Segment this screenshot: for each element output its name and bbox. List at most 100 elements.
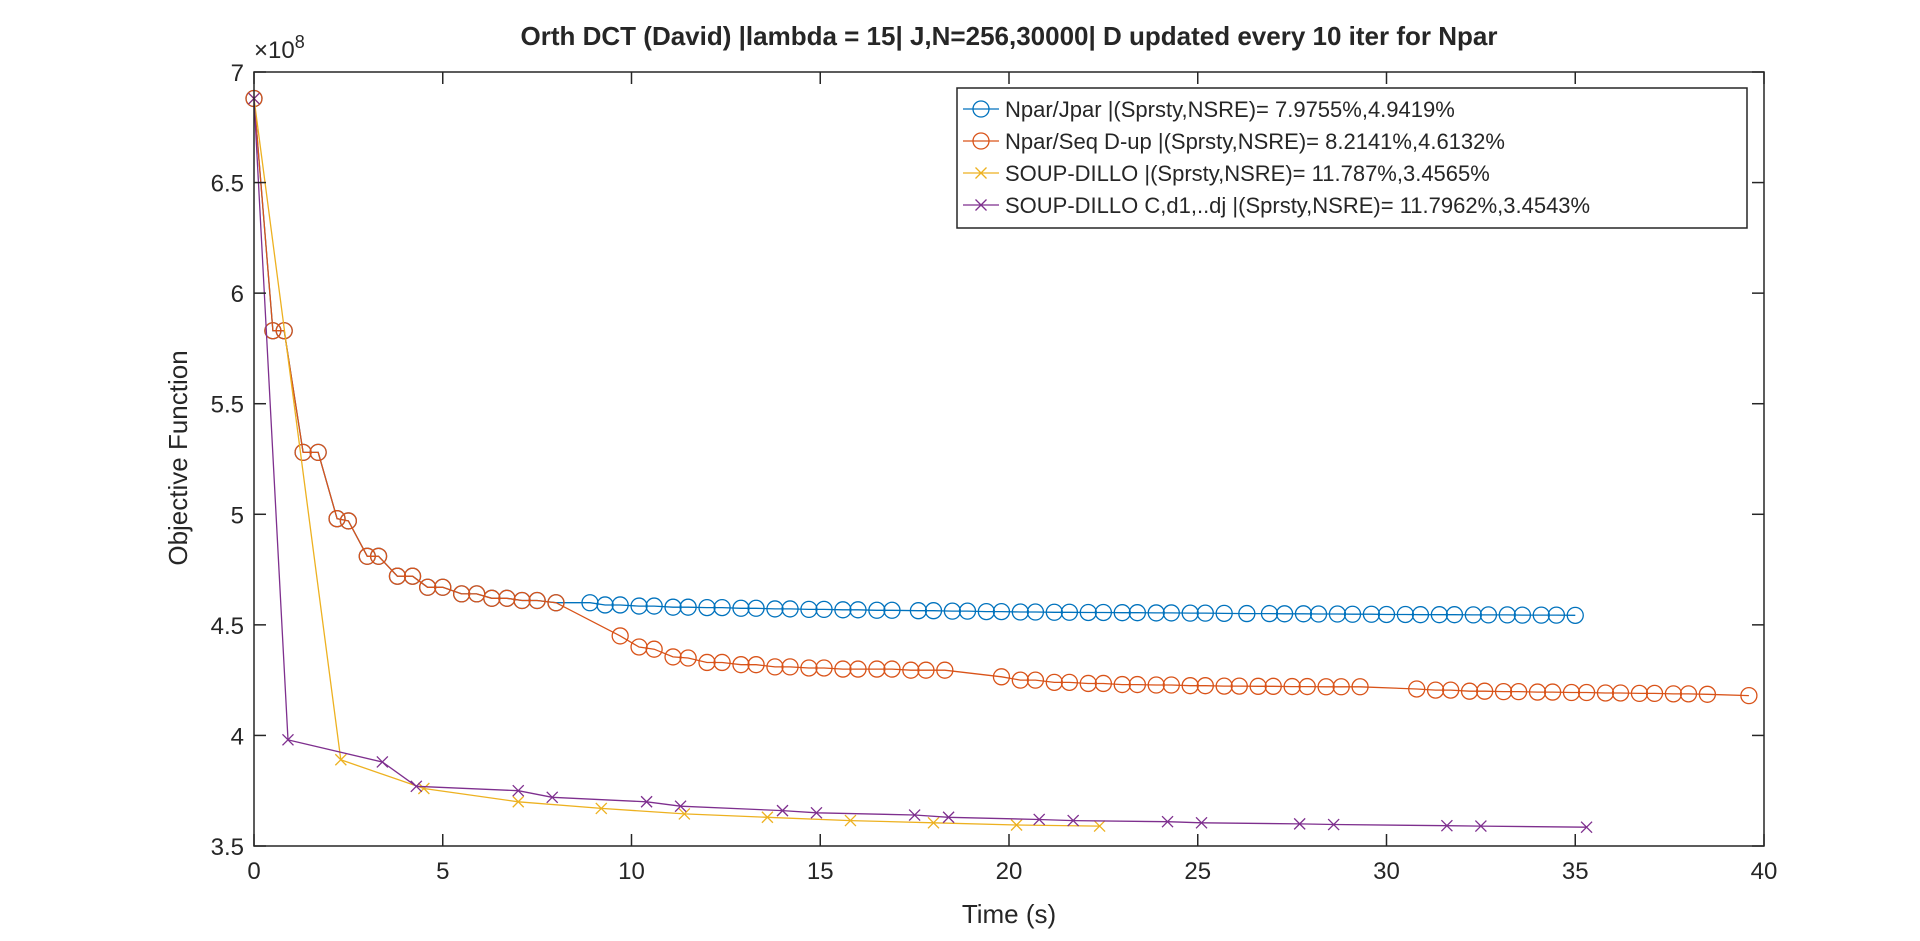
data-point <box>766 658 784 676</box>
data-point <box>747 656 765 674</box>
x-tick-label: 25 <box>1184 858 1211 885</box>
data-point <box>1275 605 1294 623</box>
data-point <box>645 597 663 615</box>
data-point <box>942 811 955 824</box>
data-point <box>1264 677 1282 695</box>
data-point <box>800 600 818 619</box>
data-point <box>1596 684 1615 702</box>
data-point <box>1230 677 1248 695</box>
data-point <box>1033 813 1046 826</box>
data-point <box>1026 671 1045 689</box>
data-point <box>1630 684 1649 703</box>
data-point <box>611 627 629 645</box>
data-point <box>512 784 525 797</box>
data-point <box>334 753 347 766</box>
data-point <box>376 756 389 768</box>
data-point <box>732 599 750 617</box>
data-point <box>1060 603 1079 621</box>
series-4 <box>248 92 1593 834</box>
legend: Npar/Jpar |(Sprsty,NSRE)= 7.9755%,4.9419… <box>956 87 1748 229</box>
data-point <box>1445 606 1464 624</box>
x-tick-label: 20 <box>996 858 1023 885</box>
data-point <box>264 322 282 340</box>
series-3 <box>248 92 1106 833</box>
data-point <box>1498 606 1516 624</box>
data-point <box>766 600 784 618</box>
data-point <box>434 578 452 596</box>
data-point <box>674 800 687 813</box>
legend-box <box>956 87 1748 229</box>
data-point <box>595 802 608 815</box>
x-tick-label: 10 <box>618 858 645 885</box>
x-tick-label: 5 <box>436 858 449 885</box>
legend-label: SOUP-DILLO C,d1,..dj |(Sprsty,NSRE)= 11.… <box>1005 193 1590 218</box>
data-point <box>1283 677 1301 696</box>
data-point <box>1079 603 1097 622</box>
data-point <box>1215 677 1233 695</box>
data-point <box>1181 677 1199 695</box>
legend-marker <box>972 100 990 118</box>
series-2 <box>245 89 1758 705</box>
data-point <box>781 658 799 676</box>
data-point <box>1513 606 1532 624</box>
data-point <box>388 567 407 585</box>
legend-entry: SOUP-DILLO |(Sprsty,NSRE)= 11.787%,3.456… <box>963 161 1490 186</box>
data-point <box>1293 817 1306 830</box>
data-point <box>1328 605 1347 623</box>
data-point <box>958 602 977 620</box>
data-point <box>547 594 565 612</box>
data-point <box>309 443 327 462</box>
data-point <box>645 640 663 658</box>
data-point <box>1238 604 1256 623</box>
data-point <box>1195 816 1208 829</box>
data-point <box>1093 820 1106 833</box>
data-point <box>732 656 750 674</box>
data-point <box>483 589 501 607</box>
data-point <box>1317 678 1335 696</box>
data-point <box>849 660 867 678</box>
data-point <box>1679 685 1698 703</box>
data-point <box>679 598 697 616</box>
data-point <box>611 596 629 614</box>
series-line <box>253 98 1749 697</box>
data-point <box>1464 606 1482 624</box>
data-point <box>927 816 940 829</box>
data-point <box>1128 604 1146 622</box>
data-point <box>1067 814 1080 827</box>
data-point <box>452 585 471 603</box>
data-point <box>1611 684 1630 702</box>
data-point <box>1113 604 1131 622</box>
legend-label: Npar/Seq D-up |(Sprsty,NSRE)= 8.2141%,4.… <box>1005 129 1505 154</box>
y-axis-exponent: ×108 <box>254 32 305 64</box>
data-point <box>883 660 901 678</box>
data-point <box>1128 675 1146 694</box>
chart-title: Orth DCT (David) |lambda = 15| J,N=256,3… <box>521 21 1498 51</box>
y-tick-label: 5 <box>231 502 244 529</box>
data-point <box>1408 680 1426 698</box>
data-point <box>328 510 346 528</box>
y-tick-label: 4.5 <box>211 613 244 640</box>
data-point <box>1060 673 1079 692</box>
data-point <box>902 661 920 679</box>
data-point <box>640 795 653 808</box>
data-point <box>1479 606 1498 624</box>
data-point <box>977 602 995 621</box>
data-point <box>275 322 293 340</box>
data-point <box>844 814 857 827</box>
data-point <box>664 648 682 666</box>
data-point <box>1161 815 1174 828</box>
data-point <box>1377 605 1396 624</box>
data-point <box>1362 605 1381 623</box>
data-point <box>992 668 1011 686</box>
data-point <box>1094 603 1113 622</box>
data-point <box>1494 682 1513 701</box>
data-point <box>1094 674 1113 693</box>
data-point <box>1411 606 1430 624</box>
data-point <box>1440 819 1453 832</box>
x-tick-label: 30 <box>1373 858 1400 885</box>
y-axis-label: Objective Function <box>163 350 193 565</box>
data-point <box>678 807 691 820</box>
y-tick-label: 7 <box>231 60 244 87</box>
data-point <box>546 791 559 804</box>
data-point <box>1528 683 1547 701</box>
